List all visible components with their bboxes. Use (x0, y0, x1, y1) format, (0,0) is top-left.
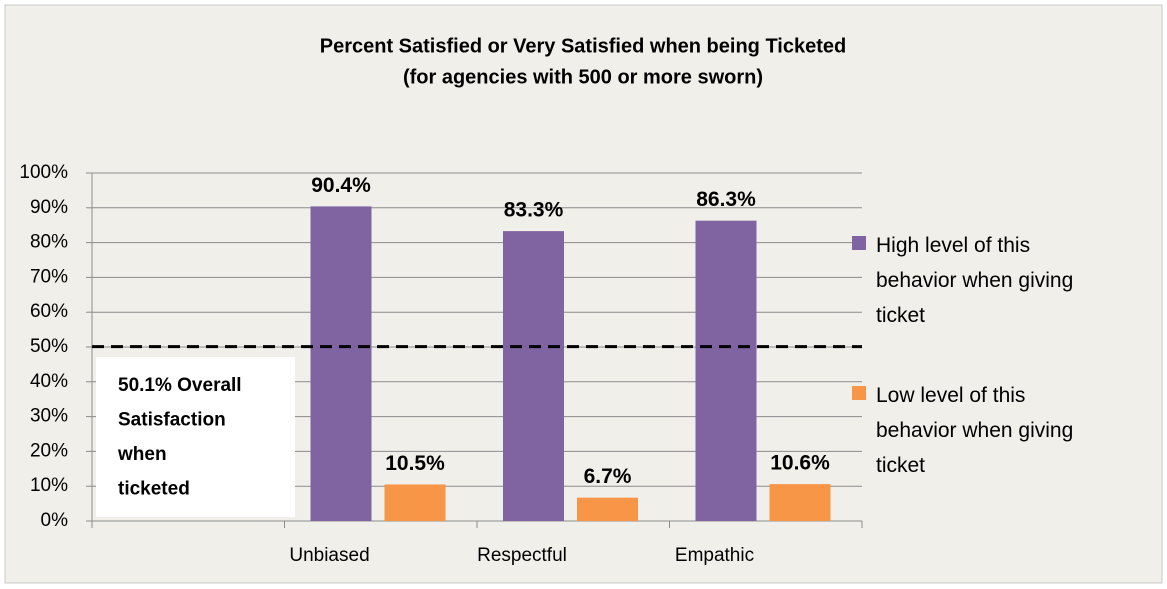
y-tick-label: 70% (30, 266, 68, 287)
legend-swatch (852, 236, 866, 250)
bar (384, 484, 446, 521)
legend-swatch (852, 386, 866, 400)
y-tick-label: 40% (30, 371, 68, 392)
bar (695, 220, 757, 521)
annotation-text: when (117, 444, 167, 465)
data-label: 83.3% (504, 199, 564, 222)
y-tick-label: 100% (19, 162, 68, 183)
data-label: 10.6% (770, 452, 830, 475)
data-label: 90.4% (311, 174, 371, 197)
bar (769, 484, 831, 521)
y-tick-label: 90% (30, 197, 68, 218)
annotation-box (96, 357, 295, 517)
y-tick-label: 30% (30, 406, 68, 427)
annotation-text: Satisfaction (118, 410, 226, 431)
annotation-text: 50.1% Overall (118, 375, 242, 396)
chart-subtitle: (for agencies with 500 or more sworn) (403, 66, 763, 88)
x-tick-label: Empathic (675, 545, 754, 566)
x-tick-label: Respectful (477, 545, 567, 566)
legend-label: Low level of this behavior when giving t… (876, 384, 1074, 477)
y-tick-label: 80% (30, 232, 68, 253)
annotation-text: ticketed (118, 479, 190, 500)
bar (310, 206, 372, 521)
bar (577, 497, 638, 521)
data-label: 10.5% (385, 452, 445, 475)
chart-title: Percent Satisfied or Very Satisfied when… (320, 35, 846, 57)
y-tick-label: 60% (30, 301, 68, 322)
y-tick-label: 50% (30, 336, 68, 357)
legend-label: High level of this behavior when giving … (876, 234, 1074, 327)
bar (503, 231, 564, 521)
data-label: 86.3% (696, 188, 756, 211)
data-label: 6.7% (584, 465, 632, 488)
y-tick-label: 0% (41, 510, 69, 531)
x-tick-label: Unbiased (289, 545, 369, 566)
y-tick-label: 20% (30, 440, 68, 461)
y-tick-label: 10% (30, 475, 68, 496)
